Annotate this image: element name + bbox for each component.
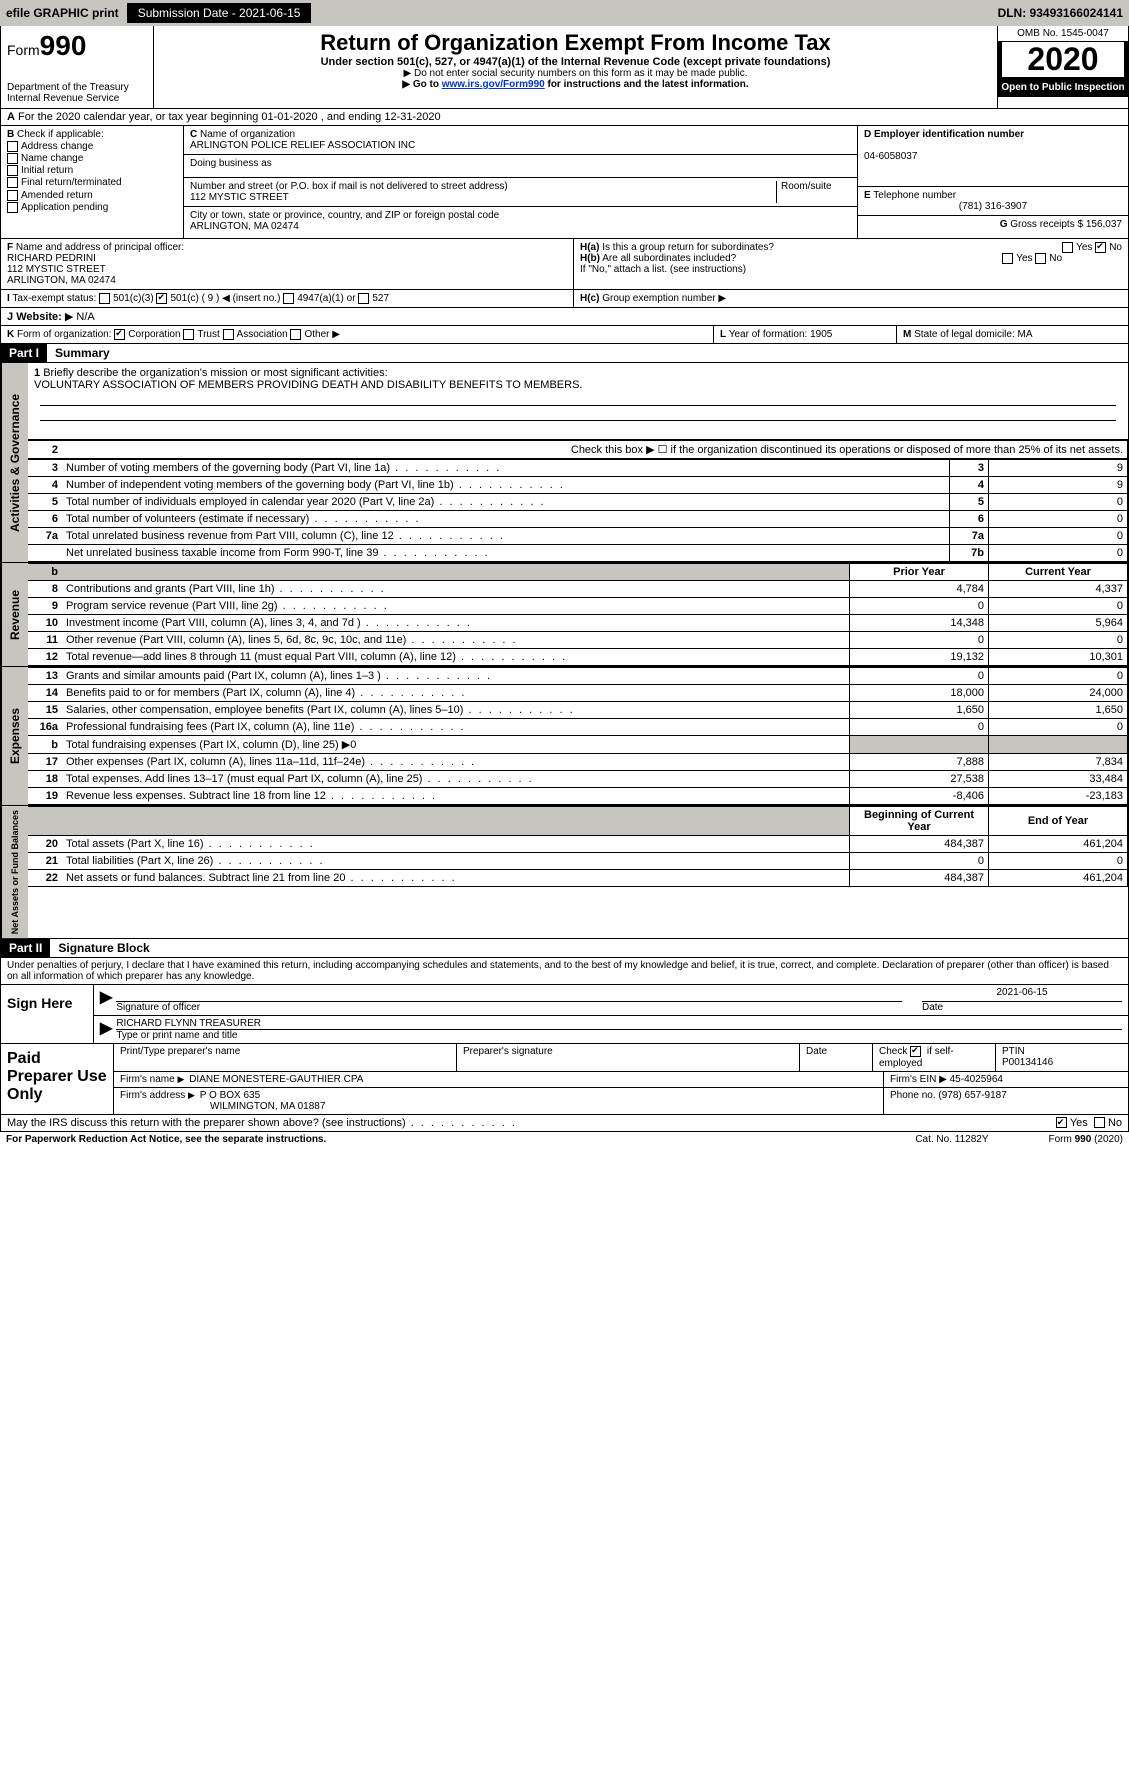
signature-arrow-icon: ▶ — [100, 987, 112, 1013]
mission-text: VOLUNTARY ASSOCIATION OF MEMBERS PROVIDI… — [34, 379, 582, 391]
section-b-through-g: B Check if applicable: Address change Na… — [0, 126, 1129, 239]
signer-name: RICHARD FLYNN TREASURER — [116, 1018, 1122, 1030]
part-2-header: Part II — [1, 939, 50, 957]
firm-ein: 45-4025964 — [950, 1074, 1003, 1085]
governance-section: Activities & Governance 1 Briefly descri… — [0, 363, 1129, 563]
expenses-tab: Expenses — [1, 667, 28, 805]
line-a: A For the 2020 calendar year, or tax yea… — [0, 109, 1129, 126]
city-state-zip: ARLINGTON, MA 02474 — [190, 221, 299, 232]
form-link[interactable]: www.irs.gov/Form990 — [442, 79, 545, 90]
expenses-section: Expenses 13Grants and similar amounts pa… — [0, 667, 1129, 806]
net-assets-section: Net Assets or Fund Balances Beginning of… — [0, 806, 1129, 939]
org-name: ARLINGTON POLICE RELIEF ASSOCIATION INC — [190, 140, 415, 151]
ein: 04-6058037 — [864, 151, 917, 162]
officer-address: 112 MYSTIC STREET ARLINGTON, MA 02474 — [7, 264, 116, 286]
revenue-tab: Revenue — [1, 563, 28, 666]
gross-receipts: 156,037 — [1086, 219, 1122, 230]
open-inspection: Open to Public Inspection — [998, 78, 1128, 97]
subtitle-3: ▶ Go to www.irs.gov/Form990 for instruct… — [160, 79, 991, 90]
efile-label: efile GRAPHIC print — [6, 6, 119, 20]
ptin: P00134146 — [1002, 1057, 1053, 1068]
dln: DLN: 93493166024141 — [998, 6, 1123, 20]
tax-year: 2020 — [998, 42, 1128, 78]
governance-tab: Activities & Governance — [1, 363, 28, 562]
firm-name: DIANE MONESTERE-GAUTHIER CPA — [189, 1074, 363, 1085]
net-tab: Net Assets or Fund Balances — [1, 806, 28, 938]
paid-preparer-block: Paid Preparer Use Only Print/Type prepar… — [0, 1044, 1129, 1114]
dept-label: Department of the Treasury Internal Reve… — [7, 82, 147, 104]
omb-number: OMB No. 1545-0047 — [998, 26, 1128, 42]
website: N/A — [76, 311, 94, 323]
telephone: (781) 316-3907 — [864, 201, 1122, 212]
signature-block: Sign Here ▶ Signature of officer 2021-06… — [0, 985, 1129, 1044]
street-address: 112 MYSTIC STREET — [190, 192, 289, 203]
part-1-header: Part I — [1, 344, 47, 362]
section-f-h: F Name and address of principal officer:… — [0, 239, 1129, 290]
form-number: Form990 — [7, 30, 147, 62]
form-title: Return of Organization Exempt From Incom… — [160, 30, 991, 56]
subtitle-1: Under section 501(c), 527, or 4947(a)(1)… — [160, 56, 991, 68]
firm-address: P O BOX 635 — [200, 1090, 260, 1101]
officer-name: RICHARD PEDRINI — [7, 253, 96, 264]
firm-phone: (978) 657-9187 — [938, 1090, 1006, 1101]
declaration-text: Under penalties of perjury, I declare th… — [0, 958, 1129, 985]
subtitle-2: ▶ Do not enter social security numbers o… — [160, 68, 991, 79]
revenue-section: Revenue bPrior YearCurrent Year 8Contrib… — [0, 563, 1129, 667]
form-header: Form990 Department of the Treasury Inter… — [0, 26, 1129, 109]
discuss-row: May the IRS discuss this return with the… — [0, 1115, 1129, 1132]
top-bar: efile GRAPHIC print Submission Date - 20… — [0, 0, 1129, 26]
submission-date: Submission Date - 2021-06-15 — [127, 3, 312, 23]
form-footer: For Paperwork Reduction Act Notice, see … — [0, 1132, 1129, 1147]
